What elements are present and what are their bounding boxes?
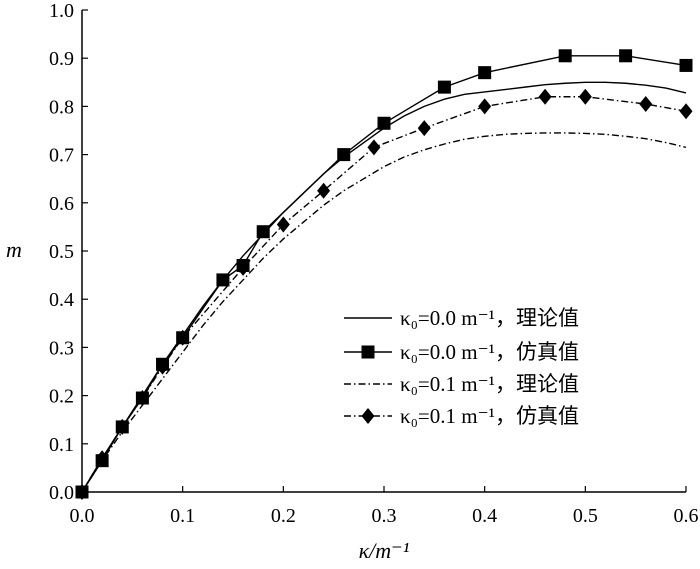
- series-1: [75, 49, 693, 499]
- y-tick-label: 0.4: [49, 289, 74, 311]
- x-tick-label: 0.3: [372, 505, 397, 527]
- data-point: [95, 450, 109, 467]
- data-point: [317, 182, 331, 199]
- y-tick-label: 1.0: [49, 0, 74, 22]
- y-tick-label: 0.9: [49, 48, 74, 70]
- data-point: [135, 390, 149, 407]
- x-axis-title: κ/m⁻¹: [359, 538, 410, 563]
- data-point: [367, 139, 381, 156]
- legend-marker: [361, 345, 375, 359]
- x-tick-label: 0.0: [70, 505, 95, 527]
- data-point: [679, 103, 693, 120]
- series-line: [81, 55, 687, 493]
- data-point: [619, 49, 633, 63]
- data-point: [538, 88, 552, 105]
- x-tick-label: 0.2: [271, 505, 296, 527]
- series-layer: [75, 49, 693, 500]
- data-point: [437, 80, 451, 94]
- data-point: [115, 418, 129, 435]
- legend-label: κ₀=0.0 m⁻¹，仿真值: [400, 340, 579, 364]
- x-tick-label: 0.6: [674, 505, 699, 527]
- y-tick-label: 0.1: [49, 434, 74, 456]
- y-tick-label: 0.2: [49, 386, 74, 408]
- data-point: [337, 148, 351, 162]
- data-point: [276, 216, 290, 233]
- y-tick-label: 0.3: [49, 337, 74, 359]
- axes: 0.0 0.1 0.2 0.3 0.4 0.5 0.6 0.7 0.8 0.9 1.0 0.0 0.1 0…: [6, 0, 698, 563]
- y-axis-title: m: [6, 237, 22, 262]
- data-point: [478, 98, 492, 115]
- series-line: [81, 96, 687, 493]
- data-point: [478, 66, 492, 80]
- data-point: [377, 116, 391, 130]
- data-point: [558, 49, 572, 63]
- x-tick-label: 0.4: [472, 505, 497, 527]
- x-tick-label: 0.5: [573, 505, 598, 527]
- series-2: [81, 132, 687, 493]
- legend: κ₀=0.0 m⁻¹，理论值 κ₀=0.0 m⁻¹，仿真值 κ₀=0.1 m⁻¹，理…: [344, 306, 579, 428]
- y-tick-label: 0.6: [49, 193, 74, 215]
- data-point: [156, 358, 170, 375]
- data-point: [176, 329, 190, 346]
- data-point: [216, 273, 230, 287]
- legend-label: κ₀=0.1 m⁻¹，仿真值: [400, 404, 579, 428]
- data-point: [236, 259, 250, 276]
- legend-label: κ₀=0.1 m⁻¹，理论值: [400, 372, 579, 396]
- legend-marker: [361, 408, 375, 424]
- x-tick-label: 0.1: [170, 505, 195, 527]
- y-tick-label: 0.5: [49, 241, 74, 263]
- legend-label: κ₀=0.0 m⁻¹，理论值: [400, 306, 579, 330]
- y-tick-label: 0.0: [49, 482, 74, 504]
- data-point: [639, 95, 653, 112]
- data-point: [417, 120, 431, 137]
- series-3: [75, 88, 693, 500]
- y-tick-label: 0.8: [49, 96, 74, 118]
- data-point: [679, 58, 693, 72]
- data-point: [256, 225, 270, 239]
- series-line: [81, 132, 687, 493]
- data-point: [578, 88, 592, 105]
- y-tick-label: 0.7: [49, 145, 74, 167]
- data-point: [75, 484, 89, 500]
